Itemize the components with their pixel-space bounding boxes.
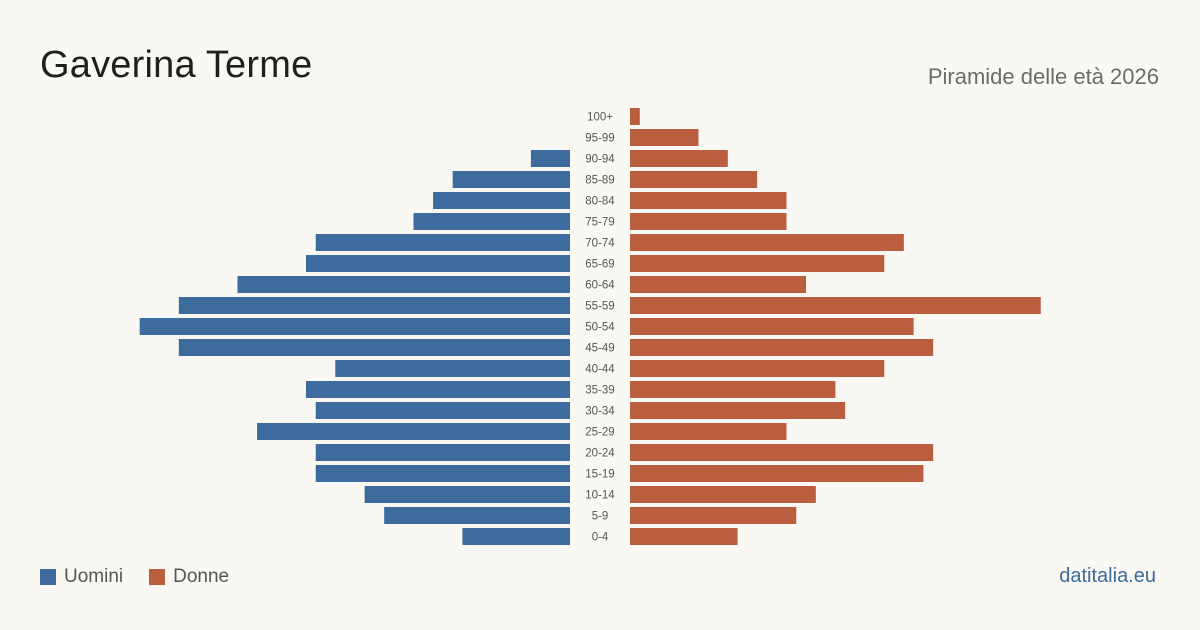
bar-men-70-74 (315, 234, 570, 251)
age-label-30-34: 30-34 (585, 406, 615, 418)
age-label-25-29: 25-29 (585, 427, 614, 439)
age-label-95-99: 95-99 (585, 133, 614, 145)
bar-men-90-94 (530, 150, 570, 167)
bar-women-25-29 (630, 423, 787, 440)
bar-men-30-34 (315, 402, 570, 419)
age-label-35-39: 35-39 (585, 385, 614, 397)
bar-men-5-9 (384, 507, 570, 524)
legend-swatch-men (40, 569, 56, 585)
age-label-15-19: 15-19 (585, 469, 614, 481)
bar-men-0-4 (462, 528, 570, 545)
brand-link[interactable]: datitalia.eu (1059, 565, 1156, 587)
age-label-10-14: 10-14 (585, 490, 615, 502)
bar-women-75-79 (630, 213, 787, 230)
bar-men-45-49 (178, 339, 571, 356)
bar-men-35-39 (305, 381, 570, 398)
age-label-65-69: 65-69 (585, 259, 614, 271)
age-label-90-94: 90-94 (585, 154, 615, 166)
bar-men-85-89 (452, 171, 570, 188)
age-label-0-4: 0-4 (592, 532, 609, 544)
age-label-45-49: 45-49 (585, 343, 614, 355)
age-label-85-89: 85-89 (585, 175, 614, 187)
age-label-80-84: 80-84 (585, 196, 615, 208)
bar-men-20-24 (315, 444, 570, 461)
bar-men-60-64 (237, 276, 571, 293)
bar-men-55-59 (178, 297, 571, 314)
bar-women-40-44 (630, 360, 885, 377)
bar-women-70-74 (630, 234, 904, 251)
age-label-5-9: 5-9 (592, 511, 609, 523)
bar-men-25-29 (257, 423, 570, 440)
legend-label-women: Donne (173, 566, 230, 587)
legend: Uomini Donne (40, 566, 229, 588)
legend-label-men: Uomini (64, 566, 124, 587)
age-label-40-44: 40-44 (585, 364, 615, 376)
bar-women-50-54 (630, 318, 914, 335)
bar-women-45-49 (630, 339, 934, 356)
bar-women-90-94 (630, 150, 728, 167)
bar-men-80-84 (433, 192, 570, 209)
age-label-55-59: 55-59 (585, 301, 614, 313)
bar-women-5-9 (630, 507, 797, 524)
bar-men-40-44 (335, 360, 570, 377)
age-label-60-64: 60-64 (585, 280, 615, 292)
bar-women-100+ (630, 108, 640, 125)
bar-women-60-64 (630, 276, 807, 293)
bar-women-30-34 (630, 402, 846, 419)
chart-subtitle: Piramide delle età 2026 (927, 64, 1159, 89)
legend-item-women: Donne (149, 566, 229, 588)
legend-item-men: Uomini (40, 566, 123, 588)
bar-men-75-79 (413, 213, 570, 230)
legend-swatch-women (149, 569, 166, 585)
age-label-20-24: 20-24 (585, 448, 615, 460)
age-label-75-79: 75-79 (585, 217, 614, 229)
bar-men-15-19 (315, 465, 570, 482)
bar-women-85-89 (630, 171, 758, 188)
bar-men-50-54 (139, 318, 570, 335)
bar-women-65-69 (630, 255, 885, 272)
age-label-100+: 100+ (587, 112, 613, 124)
bar-women-10-14 (630, 486, 816, 503)
bar-women-15-19 (630, 465, 924, 482)
bar-women-80-84 (630, 192, 787, 209)
bar-women-35-39 (630, 381, 836, 398)
bar-women-55-59 (630, 297, 1041, 314)
bar-men-10-14 (364, 486, 570, 503)
bar-women-20-24 (630, 444, 934, 461)
chart-title: Gaverina Terme (40, 44, 313, 86)
bar-women-0-4 (630, 528, 738, 545)
bar-men-65-69 (305, 255, 570, 272)
bar-women-95-99 (630, 129, 699, 146)
age-label-50-54: 50-54 (585, 322, 615, 334)
age-label-70-74: 70-74 (585, 238, 615, 250)
